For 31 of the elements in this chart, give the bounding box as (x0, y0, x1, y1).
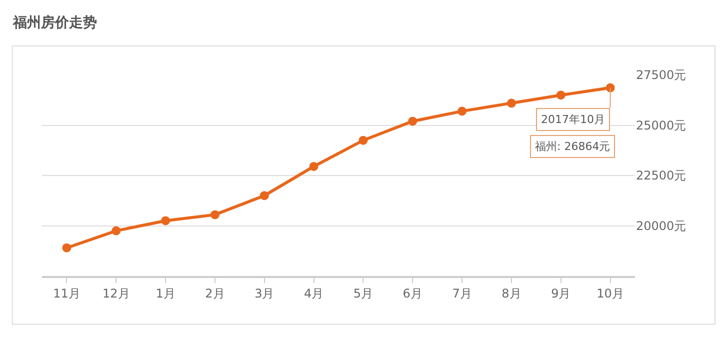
x-tick-label: 3月 (254, 286, 274, 300)
x-tick-label: 2月 (205, 286, 225, 300)
annotation: 2017年10月 (541, 113, 605, 126)
point (112, 226, 121, 236)
chart-title: 福州房价走势 (12, 14, 98, 31)
point (161, 216, 170, 226)
point (62, 243, 72, 252)
x-tick-label: 1月 (156, 286, 176, 300)
point (309, 162, 318, 171)
y-tick-label: 22500元 (636, 168, 686, 183)
annotation: 福州: 26864元 (535, 140, 610, 153)
y-tick-label: 20000元 (636, 218, 686, 233)
point (358, 136, 368, 145)
x-tick-label: 12月 (102, 286, 130, 300)
point (606, 83, 615, 92)
point (556, 90, 566, 100)
x-tick-label: 6月 (402, 286, 422, 300)
x-tick-label: 11月 (53, 286, 80, 300)
point (260, 191, 269, 200)
x-tick-label: 10月 (596, 286, 624, 300)
x-tick-label: 7月 (452, 286, 472, 300)
x-tick-label: 8月 (502, 286, 522, 300)
point (408, 116, 418, 126)
y-tick-label: 25000元 (636, 118, 686, 132)
y-tick-label: 27500元 (636, 68, 686, 82)
point (458, 106, 467, 116)
x-tick-label: 9月 (551, 286, 571, 300)
point (210, 210, 220, 220)
x-tick-label: 4月 (304, 286, 324, 300)
x-tick-label: 5月 (353, 286, 374, 300)
point (506, 98, 516, 108)
